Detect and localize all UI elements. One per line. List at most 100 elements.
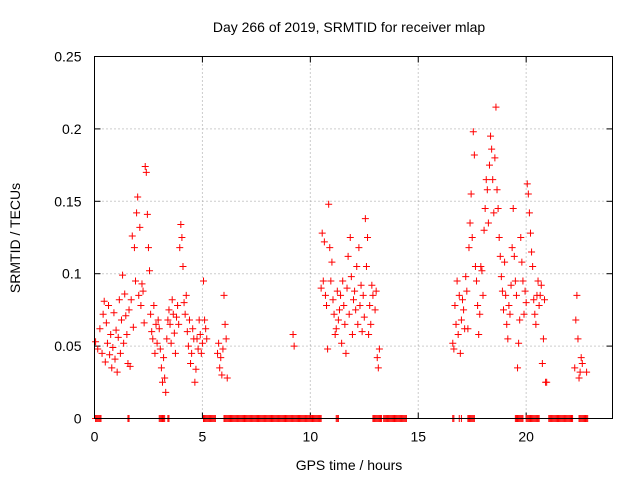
data-point	[492, 103, 500, 111]
data-point	[178, 234, 186, 241]
data-point	[373, 354, 381, 362]
data-point	[127, 296, 135, 304]
data-point	[521, 287, 529, 295]
data-point	[536, 291, 544, 299]
y-tick-label: 0.25	[54, 49, 81, 65]
data-point	[157, 364, 165, 372]
x-tick-label: 0	[91, 429, 99, 445]
data-point	[151, 349, 159, 357]
data-point	[132, 277, 140, 285]
data-point	[179, 262, 187, 270]
data-point	[166, 320, 174, 328]
data-point	[366, 302, 374, 310]
data-point	[543, 378, 551, 386]
data-point	[519, 277, 527, 285]
data-point	[509, 205, 517, 213]
data-point	[155, 325, 163, 333]
data-point	[462, 273, 470, 281]
data-point	[515, 339, 523, 347]
data-point	[344, 252, 352, 260]
data-point	[372, 287, 380, 295]
x-tick-label: 20	[518, 429, 534, 445]
data-point	[505, 302, 513, 310]
data-point	[188, 349, 196, 357]
data-point	[353, 262, 361, 270]
data-point	[361, 215, 369, 223]
data-point	[355, 244, 363, 252]
x-tick-label: 10	[303, 429, 319, 445]
data-point	[475, 331, 483, 339]
y-tick-label: 0.15	[54, 193, 81, 209]
data-point	[114, 333, 122, 341]
data-point	[477, 262, 485, 270]
data-point	[177, 220, 185, 228]
data-point	[136, 223, 144, 231]
data-point	[101, 358, 109, 366]
data-point	[318, 229, 326, 237]
data-point	[346, 234, 354, 241]
data-point	[495, 234, 503, 241]
data-point	[327, 277, 335, 285]
data-point	[517, 234, 525, 241]
data-point	[484, 219, 492, 227]
data-point	[329, 296, 337, 304]
data-point	[351, 287, 359, 295]
data-point	[541, 296, 549, 304]
data-point	[96, 325, 104, 333]
data-point	[333, 287, 341, 295]
data-point	[121, 290, 129, 298]
data-point	[149, 335, 157, 343]
data-point	[530, 296, 538, 304]
data-point	[323, 302, 331, 310]
data-point	[473, 277, 481, 285]
data-point	[164, 316, 172, 324]
data-point	[334, 316, 342, 324]
data-point	[139, 287, 147, 295]
data-point	[456, 349, 464, 357]
data-point	[520, 310, 528, 318]
data-point	[147, 310, 155, 318]
data-point	[162, 388, 170, 396]
data-point	[161, 374, 169, 382]
y-tick-label: 0.05	[54, 338, 81, 354]
data-point	[507, 281, 515, 289]
y-tick-label: 0	[74, 411, 82, 427]
data-point	[185, 316, 193, 324]
data-point	[290, 342, 298, 350]
data-point	[184, 342, 192, 350]
data-point	[360, 313, 368, 321]
data-point	[501, 258, 509, 266]
data-point	[192, 365, 200, 373]
data-point	[319, 277, 327, 285]
data-point	[108, 364, 116, 372]
data-point	[170, 329, 178, 337]
data-point	[126, 362, 134, 370]
data-point	[123, 331, 131, 339]
data-point	[175, 320, 183, 328]
data-point	[218, 371, 226, 379]
data-point	[374, 364, 382, 372]
data-point	[202, 325, 210, 333]
data-point	[220, 291, 228, 299]
data-point	[506, 310, 514, 318]
plot-frame	[94, 56, 613, 419]
data-point	[466, 219, 474, 227]
data-point	[375, 345, 383, 353]
data-point	[112, 326, 120, 334]
data-point	[158, 378, 166, 386]
data-point	[508, 244, 516, 252]
data-point	[160, 354, 168, 362]
data-point	[458, 296, 466, 304]
data-point	[176, 244, 184, 252]
y-axis-label: SRMTID / TECUs	[7, 183, 23, 293]
data-point	[518, 258, 526, 266]
data-point	[494, 205, 502, 213]
data-point	[128, 232, 136, 240]
data-point	[538, 359, 546, 367]
data-point	[460, 306, 468, 314]
data-point	[490, 209, 498, 217]
data-point	[325, 200, 333, 208]
data-point	[119, 271, 127, 279]
data-point	[470, 151, 478, 159]
